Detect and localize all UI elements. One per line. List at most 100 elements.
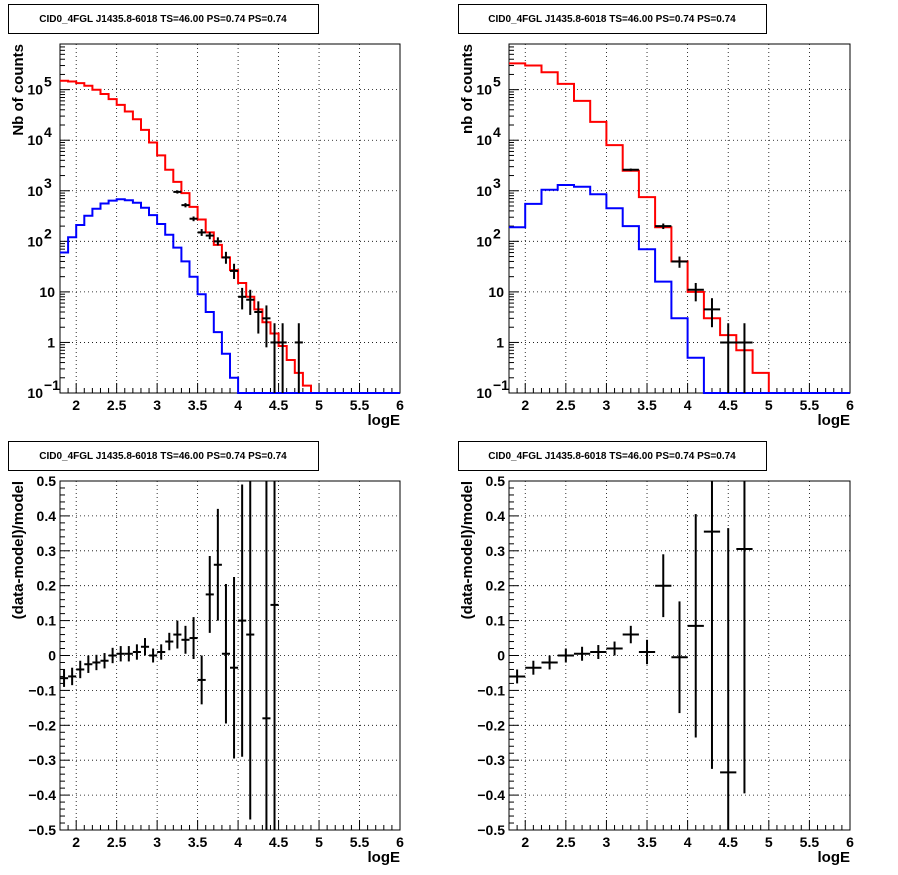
residual-point: [181, 625, 190, 654]
x-axis-title: logE: [818, 412, 851, 429]
x-tick-label: 3.5: [188, 834, 208, 850]
x-tick-label: 5: [315, 397, 323, 413]
model-source-histogram: [509, 184, 850, 394]
x-tick-label: 4.5: [269, 834, 289, 850]
chart-panel-4: 2 2.5 3 3.5 4 4.5 5 5.5 6 −0.5 −0.4 −0.3 −0.2 −0.1 0 0.…: [458, 441, 854, 866]
panel-title-box: [458, 4, 767, 34]
x-tick-label: 2: [72, 397, 80, 413]
residual-point: [590, 645, 607, 659]
x-tick-label: 3.5: [637, 834, 657, 850]
panel-title: CID0_4FGL J1435.8-6018 TS=46.00 PS=0.74 …: [488, 451, 736, 462]
residual-point: [221, 583, 230, 724]
model-source-histogram: [60, 198, 400, 394]
x-tick-label: 5: [765, 834, 773, 850]
panel-title-box: [8, 441, 319, 471]
data-point: [720, 323, 737, 393]
x-tick-label: 6: [396, 834, 404, 850]
residual-point: [262, 481, 271, 830]
y-tick-label: 0: [48, 648, 56, 664]
panel-title-box: [8, 4, 319, 34]
y-tick-label: 0.1: [37, 613, 57, 629]
residual-point: [140, 638, 150, 656]
y-tick-label: 0.4: [486, 508, 506, 524]
x-tick-label: 4.5: [718, 834, 738, 850]
y-tick-label: 0.3: [37, 543, 57, 559]
y-tick-label: 0.4: [37, 508, 57, 524]
data-point: [246, 289, 255, 315]
y-tick-label: 10: [488, 284, 504, 300]
y-tick-label: −0.5: [28, 822, 56, 838]
residual-point: [270, 481, 279, 830]
x-tick-label: 3: [153, 397, 161, 413]
x-tick-label: 2: [521, 397, 529, 413]
y-tick-label: −0.4: [477, 787, 505, 803]
residual-point: [230, 576, 239, 759]
residual-point: [84, 655, 93, 673]
y-tick-exponent: 4: [44, 124, 52, 140]
residual-point: [197, 655, 206, 705]
y-tick-label: 0.5: [486, 473, 506, 489]
x-tick-label: 6: [846, 834, 854, 850]
data-point: [213, 237, 222, 246]
residual-point: [68, 667, 77, 686]
y-axis-title: Nb of counts: [10, 44, 27, 136]
y-tick-label: 10: [27, 385, 43, 401]
panel-title: CID0_4FGL J1435.8-6018 TS=46.00 PS=0.74 …: [488, 14, 736, 25]
residual-point: [116, 646, 125, 662]
y-tick-label: 1: [47, 334, 55, 350]
data-point: [655, 223, 672, 230]
data-point: [736, 323, 753, 393]
data-point: [703, 298, 721, 328]
y-tick-label: 10: [27, 132, 43, 148]
residual-point: [205, 556, 214, 633]
x-tick-label: 2: [72, 834, 80, 850]
y-tick-label: 10: [476, 233, 492, 249]
x-tick-label: 4: [234, 834, 242, 850]
y-tick-label: 0.2: [37, 578, 57, 594]
residual-point: [638, 639, 656, 665]
x-tick-label: 5: [315, 834, 323, 850]
residual-point: [165, 632, 174, 651]
x-tick-label: 4: [684, 834, 692, 850]
x-axis-title: logE: [368, 849, 401, 866]
y-tick-exponent: 2: [44, 225, 52, 241]
residual-point: [60, 669, 69, 687]
residual-point: [687, 514, 704, 738]
y-axis-title: (data-model)/model: [459, 481, 476, 619]
y-axis-title: nb of counts: [459, 44, 476, 134]
residual-point: [173, 620, 182, 649]
x-tick-label: 5: [765, 397, 773, 413]
data-point: [197, 229, 206, 236]
data-point: [221, 251, 230, 264]
residual-point: [606, 641, 623, 656]
residual-point: [720, 528, 737, 830]
x-tick-label: 2.5: [107, 397, 127, 413]
data-point: [294, 323, 303, 393]
y-tick-exponent: 5: [44, 74, 52, 90]
y-tick-label: 10: [39, 284, 55, 300]
x-tick-label: 5.5: [350, 834, 370, 850]
x-tick-label: 6: [396, 397, 404, 413]
residual-point: [703, 481, 721, 769]
residual-point: [557, 648, 574, 663]
x-tick-label: 2.5: [556, 397, 576, 413]
x-tick-label: 4: [684, 397, 692, 413]
data-point: [671, 256, 688, 268]
residual-point: [100, 653, 109, 669]
x-tick-label: 3: [153, 834, 161, 850]
y-tick-label: 10: [27, 183, 43, 199]
residual-point: [213, 508, 222, 621]
residual-point: [541, 655, 558, 670]
y-tick-label: 0.3: [486, 543, 506, 559]
y-tick-label: −0.2: [477, 717, 505, 733]
data-point: [262, 305, 271, 348]
x-tick-label: 4.5: [718, 397, 738, 413]
y-tick-label: 10: [476, 132, 492, 148]
y-tick-exponent: −1: [493, 377, 509, 393]
residual-point: [132, 644, 141, 660]
x-axis-title: logE: [368, 412, 401, 429]
residual-point: [189, 617, 198, 659]
x-tick-label: 2: [521, 834, 529, 850]
data-point: [230, 263, 239, 279]
